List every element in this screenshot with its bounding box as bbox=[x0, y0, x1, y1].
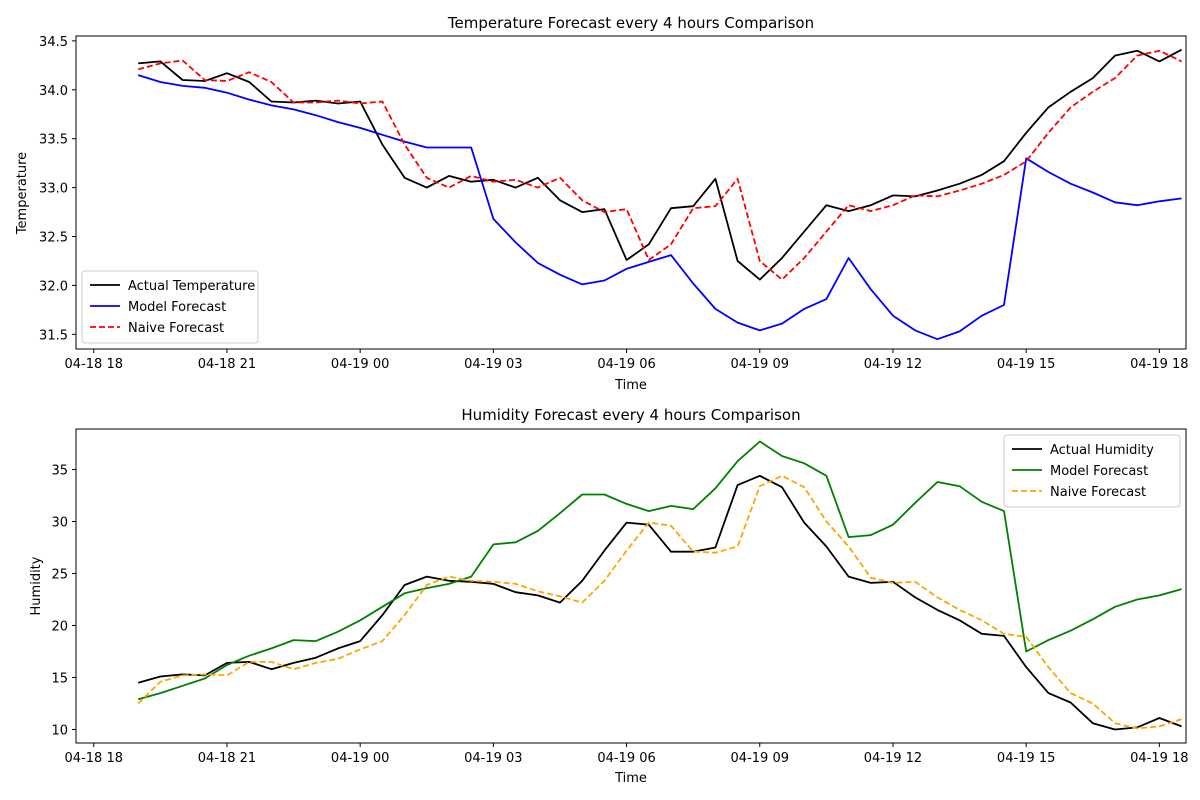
temperature-chart: Temperature Forecast every 4 hours Compa… bbox=[15, 14, 1189, 393]
y-tick-label: 33.0 bbox=[39, 182, 68, 197]
x-tick-label: 04-19 09 bbox=[731, 357, 789, 372]
y-tick-label: 20 bbox=[51, 620, 68, 635]
series-line-actual-temperature bbox=[138, 48, 1183, 281]
x-tick-label: 04-19 03 bbox=[464, 357, 522, 372]
x-tick-label: 04-19 15 bbox=[997, 357, 1055, 372]
y-tick-label: 10 bbox=[51, 723, 68, 738]
x-tick-label: 04-18 18 bbox=[65, 751, 123, 766]
chart-title: Temperature Forecast every 4 hours Compa… bbox=[447, 14, 814, 32]
x-tick-label: 04-19 00 bbox=[331, 751, 389, 766]
x-tick-label: 04-19 00 bbox=[331, 357, 389, 372]
legend-label: Model Forecast bbox=[128, 300, 226, 315]
legend-label: Naive Forecast bbox=[128, 321, 224, 336]
humidity-chart: Humidity Forecast every 4 hours Comparis… bbox=[29, 406, 1189, 786]
series-line-model-forecast bbox=[137, 440, 1182, 701]
y-tick-label: 25 bbox=[51, 568, 68, 583]
legend-label: Actual Humidity bbox=[1050, 443, 1154, 458]
legend: Actual Humidity Model Forecast Naive Forec… bbox=[1003, 434, 1181, 508]
plot-area-frame bbox=[75, 35, 1187, 350]
y-tick-label: 33.5 bbox=[39, 133, 68, 148]
y-tick-label: 31.5 bbox=[39, 328, 68, 343]
series-line-model-forecast bbox=[137, 74, 1182, 341]
x-tick-label: 04-19 06 bbox=[597, 357, 655, 372]
x-tick-label: 04-19 09 bbox=[731, 751, 789, 766]
legend-box bbox=[81, 270, 259, 344]
series-line-naive-forecast bbox=[137, 49, 1182, 281]
y-axis-label: Temperature bbox=[15, 152, 30, 235]
x-tick-label: 04-18 21 bbox=[198, 357, 256, 372]
x-tick-label: 04-19 12 bbox=[864, 357, 922, 372]
legend-box bbox=[1003, 434, 1181, 508]
legend-label: Model Forecast bbox=[1050, 464, 1148, 479]
y-tick-label: 15 bbox=[51, 671, 68, 686]
x-tick-label: 04-19 12 bbox=[864, 751, 922, 766]
x-tick-label: 04-18 18 bbox=[65, 357, 123, 372]
y-tick-label: 35 bbox=[51, 464, 68, 479]
x-axis-label: Time bbox=[614, 378, 647, 393]
x-tick-label: 04-19 18 bbox=[1130, 751, 1188, 766]
chart-title: Humidity Forecast every 4 hours Comparis… bbox=[461, 406, 800, 424]
x-tick-label: 04-19 03 bbox=[464, 751, 522, 766]
legend-label: Actual Temperature bbox=[128, 279, 255, 294]
y-tick-label: 30 bbox=[51, 516, 68, 531]
x-tick-label: 04-18 21 bbox=[198, 751, 256, 766]
legend-label: Naive Forecast bbox=[1050, 485, 1146, 500]
plot-area-frame bbox=[75, 428, 1187, 744]
y-tick-label: 32.5 bbox=[39, 231, 68, 246]
legend: Actual Temperature Model Forecast Naive Fo… bbox=[81, 270, 259, 344]
x-axis-label: Time bbox=[614, 771, 647, 786]
y-tick-label: 34.5 bbox=[39, 35, 68, 50]
series-line-actual-humidity bbox=[137, 474, 1182, 731]
x-tick-label: 04-19 18 bbox=[1130, 357, 1188, 372]
series-line-naive-forecast bbox=[137, 474, 1182, 730]
y-tick-label: 34.0 bbox=[39, 84, 68, 99]
y-axis-label: Humidity bbox=[29, 556, 44, 615]
y-tick-label: 32.0 bbox=[39, 279, 68, 294]
x-tick-label: 04-19 15 bbox=[997, 751, 1055, 766]
x-tick-label: 04-19 06 bbox=[597, 751, 655, 766]
